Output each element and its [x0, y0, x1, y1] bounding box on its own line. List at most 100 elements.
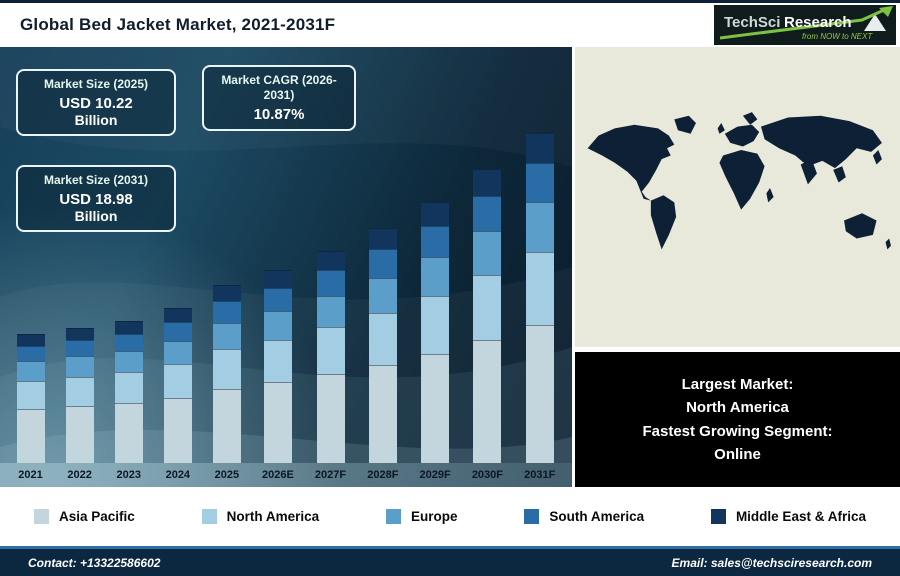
largest-market-value: North America — [686, 399, 789, 417]
bar-segment — [163, 398, 192, 463]
footer-contact: Contact: +13322586602 — [28, 555, 161, 570]
market-cagr-box: Market CAGR (2026-2031) 10.87% — [202, 65, 356, 131]
bar-segment — [368, 228, 397, 250]
bar-segment — [65, 376, 94, 407]
bar-segment — [212, 322, 241, 350]
bar-segment — [163, 340, 192, 364]
main-content: Market Size (2025) USD 10.22 Billion Mar… — [0, 47, 900, 487]
legend-label: Asia Pacific — [59, 509, 135, 524]
bar-stack — [263, 270, 292, 463]
stacked-bar-chart: 2021 2022 2023 2024 2025 2026E 2027F 2028F 2029F… — [6, 47, 566, 487]
market-size-2025-box: Market Size (2025) USD 10.22 Billion — [16, 69, 176, 136]
bar-stack — [16, 334, 45, 463]
legend-swatch — [710, 509, 726, 524]
world-map-svg — [575, 106, 900, 288]
bar-column: 2024 — [163, 308, 192, 487]
bar-segment — [368, 277, 397, 313]
bar-segment — [316, 374, 345, 463]
bar-stack — [114, 320, 143, 463]
legend-item: Asia Pacific — [34, 509, 135, 524]
bar-stack — [473, 169, 502, 463]
bar-segment — [212, 285, 241, 302]
bar-segment — [114, 320, 143, 334]
bar-segment — [525, 251, 554, 325]
legend-item: Middle East & Africa — [710, 509, 866, 524]
bar-segment — [525, 202, 554, 252]
bar-column: 2022 — [65, 328, 94, 487]
bar-segment — [473, 339, 502, 463]
bar-segment — [263, 310, 292, 340]
bar-segment — [421, 225, 450, 258]
x-axis-label: 2022 — [67, 469, 92, 481]
bar-stack — [368, 228, 397, 463]
arrow-line-icon — [719, 8, 885, 40]
world-map — [575, 47, 900, 347]
bar-segment — [525, 324, 554, 463]
bar-segment — [16, 334, 45, 346]
bar-stack — [421, 202, 450, 463]
techsci-logo-svg: TechSci Research from NOW to NEXT — [714, 5, 896, 45]
fastest-segment-label: Fastest Growing Segment: — [642, 422, 833, 440]
bar-segment — [421, 296, 450, 354]
bar-segment — [212, 388, 241, 463]
bar-segment — [473, 230, 502, 276]
bar-segment — [316, 270, 345, 296]
bar-segment — [473, 195, 502, 231]
bar-segment — [316, 327, 345, 374]
bar-column: 2029F — [420, 202, 451, 487]
bar-segment — [16, 380, 45, 409]
map-madagascar — [766, 187, 774, 203]
x-axis-label: 2025 — [214, 469, 240, 481]
bar-stack — [525, 133, 554, 463]
logo-tagline: from NOW to NEXT — [802, 32, 873, 41]
market-size-2031-label: Market Size (2031) — [43, 173, 149, 187]
market-cagr-label: Market CAGR (2026-2031) — [221, 73, 337, 102]
footer: Contact: +13322586602 Email: sales@techs… — [0, 546, 900, 576]
legend-swatch — [201, 509, 217, 524]
legend: Asia Pacific North America Europe South Ame… — [0, 487, 900, 546]
bar-segment — [114, 403, 143, 463]
legend-label: South America — [549, 509, 645, 524]
market-size-2031-unit: Billion — [74, 208, 118, 224]
logo-brand-left: TechSci — [724, 14, 780, 31]
bar-segment — [421, 353, 450, 463]
map-africa — [719, 150, 765, 210]
map-greenland — [674, 115, 696, 134]
largest-market-box: Largest Market: North America Fastest Gr… — [575, 352, 900, 487]
legend-label: Middle East & Africa — [735, 509, 866, 524]
x-axis-label: 2028F — [367, 469, 399, 481]
map-north-america — [587, 124, 675, 201]
header: Global Bed Jacket Market, 2021-2031F Tec… — [0, 3, 900, 47]
bar-segment — [114, 333, 143, 351]
logo-brand-right: Research — [784, 14, 852, 31]
bar-segment — [212, 301, 241, 323]
map-scandinavia — [742, 112, 758, 125]
bar-segment — [114, 350, 143, 372]
market-size-2025-label: Market Size (2025) — [43, 77, 149, 91]
x-axis-label: 2024 — [165, 469, 191, 481]
bar-segment — [316, 295, 345, 328]
x-axis-label: 2029F — [419, 469, 451, 481]
right-panel: Largest Market: North America Fastest Gr… — [572, 47, 900, 487]
fastest-segment-value: Online — [714, 445, 761, 463]
legend-item: South America — [524, 509, 644, 524]
map-south-america — [650, 195, 677, 250]
bar-segment — [525, 162, 554, 203]
bar-segment — [421, 257, 450, 297]
logo-background — [714, 5, 896, 45]
bar-segment — [368, 312, 397, 365]
legend-swatch — [524, 509, 540, 524]
bar-column: 2030F — [472, 169, 503, 487]
map-japan — [872, 150, 882, 165]
bar-column: 2021 — [16, 334, 45, 487]
bar-segment — [473, 275, 502, 340]
bar-segment — [163, 363, 192, 398]
bar-segment — [263, 270, 292, 288]
bar-stack — [163, 308, 192, 463]
arrow-head-icon — [879, 6, 893, 17]
bar-segment — [316, 251, 345, 271]
map-australia — [844, 213, 877, 239]
map-asia — [760, 115, 882, 169]
chart-panel: Market Size (2025) USD 10.22 Billion Mar… — [0, 47, 572, 487]
